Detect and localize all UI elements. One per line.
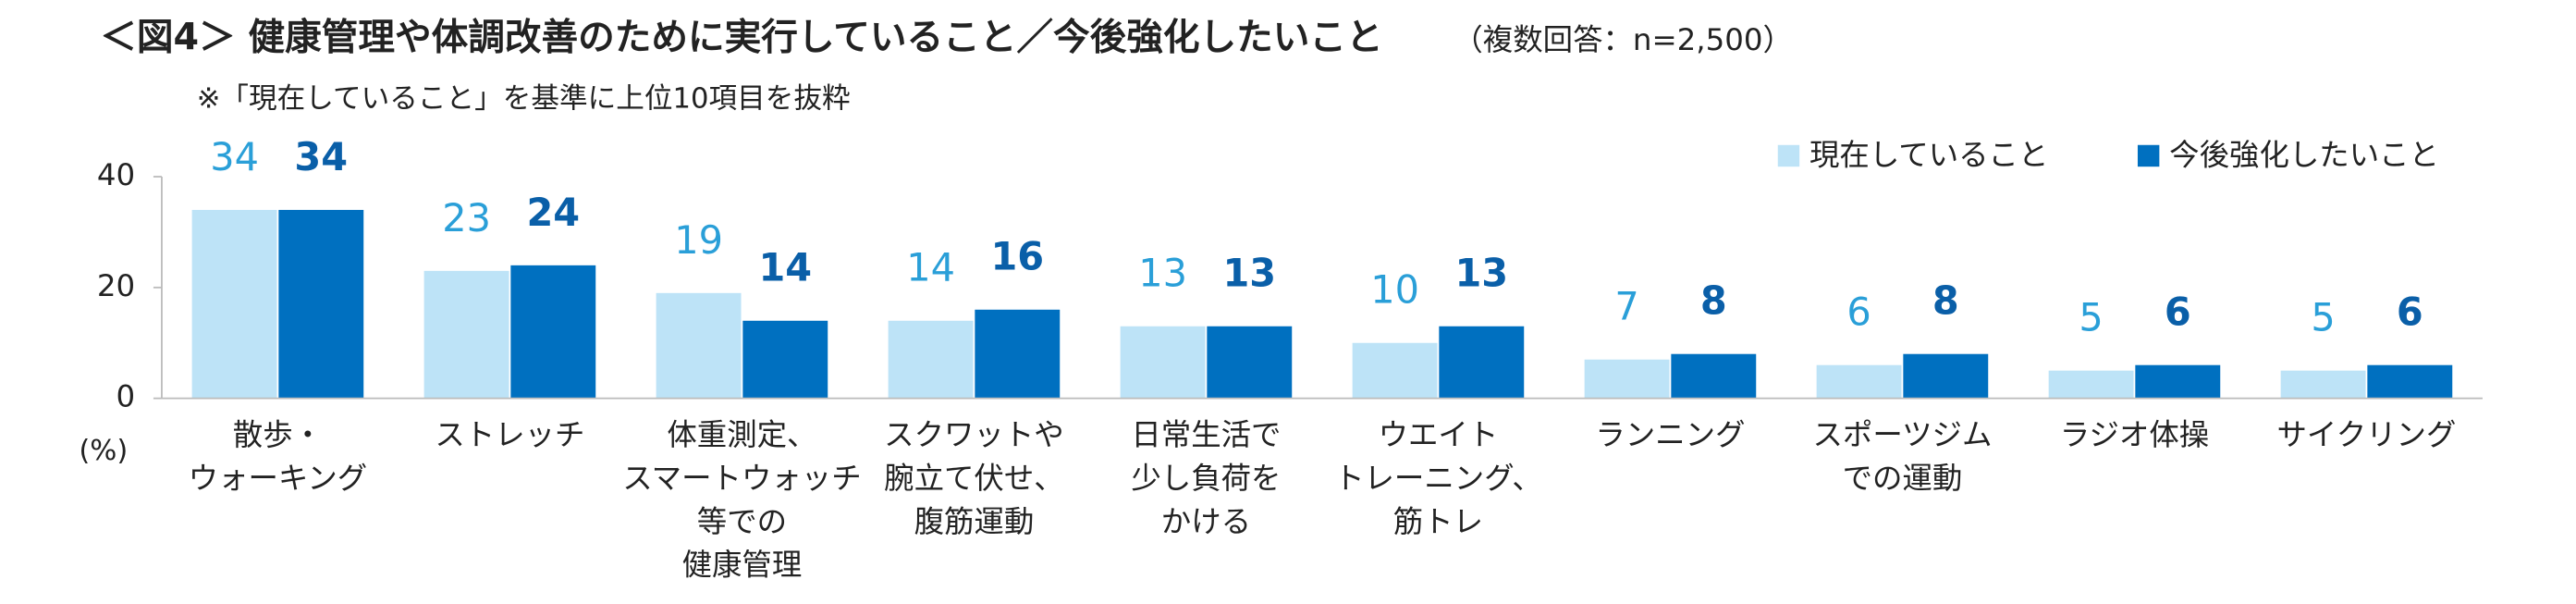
bar bbox=[1903, 353, 1989, 399]
x-tick-label: かける bbox=[1161, 504, 1251, 539]
value-label: 6 bbox=[2165, 290, 2191, 335]
bar bbox=[1439, 326, 1525, 399]
value-label: 6 bbox=[1846, 290, 1871, 335]
bar bbox=[742, 320, 828, 399]
bar bbox=[1816, 364, 1902, 399]
bar bbox=[1352, 342, 1438, 399]
bar bbox=[888, 320, 974, 399]
bar bbox=[975, 309, 1061, 399]
x-tick-label: 筋トレ bbox=[1393, 504, 1483, 539]
value-label: 5 bbox=[2079, 296, 2103, 340]
value-label: 16 bbox=[990, 235, 1044, 279]
x-tick-label: ランニング bbox=[1595, 417, 1745, 452]
x-tick-label: ストレッチ bbox=[435, 417, 584, 452]
value-label: 14 bbox=[906, 246, 955, 290]
value-label: 13 bbox=[1222, 252, 1276, 296]
x-tick-label: スポーツジム bbox=[1812, 417, 1992, 452]
bar bbox=[1120, 326, 1206, 399]
value-label: 8 bbox=[1932, 279, 1959, 324]
bar bbox=[1584, 359, 1670, 399]
value-label: 6 bbox=[2397, 290, 2423, 335]
bar bbox=[2367, 364, 2453, 399]
x-tick-label: 体重測定、 bbox=[667, 417, 816, 452]
value-label: 7 bbox=[1614, 285, 1638, 329]
x-tick-label: 腕立て伏せ、 bbox=[884, 461, 1064, 496]
bar bbox=[191, 209, 277, 399]
bar bbox=[278, 209, 364, 399]
y-tick-label: 40 bbox=[97, 157, 135, 192]
x-tick-label: 腹筋運動 bbox=[914, 504, 1035, 539]
legend-label: 現在していること bbox=[1809, 137, 2048, 172]
bar bbox=[2135, 364, 2221, 399]
x-tick-label: 散歩・ bbox=[233, 417, 323, 452]
x-tick-label: での運動 bbox=[1843, 461, 1963, 496]
bar bbox=[656, 292, 742, 399]
x-tick-label: ウォーキング bbox=[189, 461, 368, 496]
value-label: 23 bbox=[442, 196, 491, 240]
chart-subtitle: ※「現在していること」を基準に上位10項目を抜粋 bbox=[197, 83, 851, 116]
bar bbox=[2280, 370, 2366, 399]
bar bbox=[1671, 353, 1757, 399]
legend-swatch bbox=[1777, 144, 1800, 167]
y-unit-label: (%) bbox=[79, 435, 128, 467]
bar bbox=[2048, 370, 2134, 399]
chart-title: ＜図4＞ 健康管理や体調改善のために実行していること／今後強化したいこと bbox=[100, 17, 1382, 59]
x-tick-label: 等での bbox=[697, 504, 787, 539]
x-tick-label: ウエイト bbox=[1379, 417, 1499, 452]
x-tick-label: 少し負荷を bbox=[1131, 461, 1281, 496]
value-label: 24 bbox=[526, 191, 580, 235]
value-label: 19 bbox=[674, 218, 723, 263]
x-tick-label: スマートウォッチ bbox=[622, 461, 861, 496]
legend-swatch bbox=[2137, 144, 2160, 167]
value-label: 8 bbox=[1700, 279, 1727, 324]
value-label: 34 bbox=[210, 135, 259, 179]
x-tick-label: スクワットや bbox=[884, 417, 1064, 452]
bar bbox=[423, 270, 509, 399]
value-label: 10 bbox=[1370, 268, 1419, 313]
bar bbox=[1207, 326, 1293, 399]
x-tick-label: 健康管理 bbox=[682, 548, 803, 583]
value-label: 13 bbox=[1454, 252, 1508, 296]
value-label: 34 bbox=[294, 135, 348, 179]
x-tick-label: 日常生活で bbox=[1131, 417, 1281, 452]
bar bbox=[510, 265, 596, 399]
y-tick-label: 20 bbox=[97, 268, 135, 303]
x-tick-label: トレーニング、 bbox=[1334, 461, 1542, 496]
y-tick-label: 0 bbox=[116, 379, 135, 414]
x-tick-label: ラジオ体操 bbox=[2060, 417, 2209, 452]
legend-label: 今後強化したいこと bbox=[2169, 137, 2439, 172]
value-label: 5 bbox=[2311, 296, 2335, 340]
value-label: 13 bbox=[1138, 252, 1187, 296]
title-note: （複数回答：n=2,500） bbox=[1453, 22, 1793, 57]
value-label: 14 bbox=[758, 246, 812, 290]
x-tick-label: サイクリング bbox=[2276, 417, 2456, 452]
